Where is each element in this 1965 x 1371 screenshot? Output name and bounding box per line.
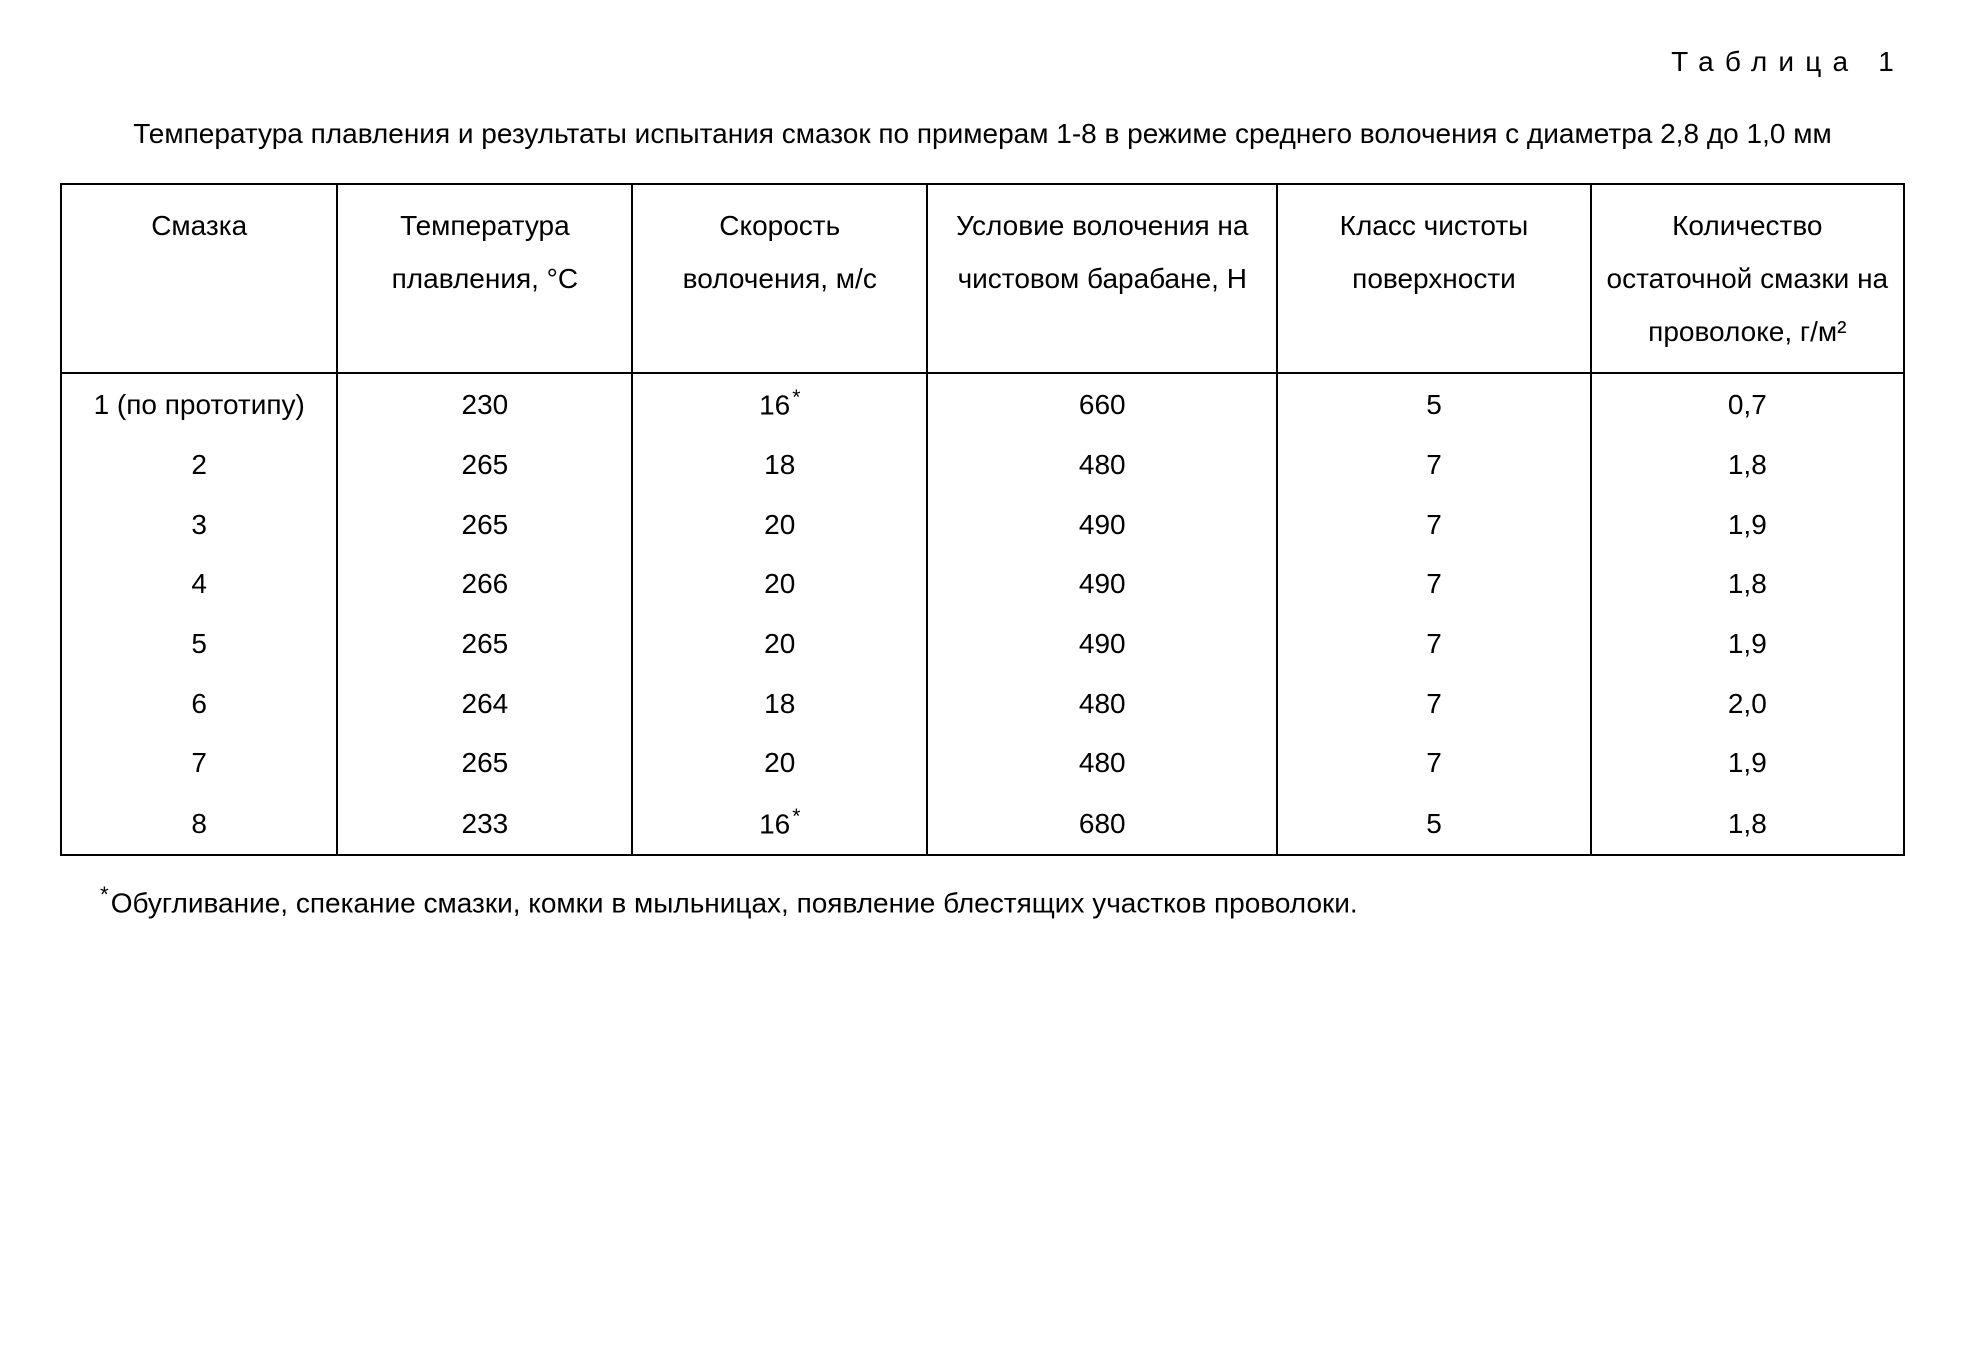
table-cell: 266 xyxy=(337,554,632,614)
table-cell: 233 xyxy=(337,793,632,855)
col-header-2: Скорость волочения, м/с xyxy=(632,184,927,374)
table-row: 32652049071,9 xyxy=(61,495,1904,555)
star-icon: * xyxy=(792,386,800,409)
star-icon: * xyxy=(792,805,800,828)
table-body: 1 (по прототипу)23016*66050,722651848071… xyxy=(61,373,1904,854)
table-cell: 20 xyxy=(632,733,927,793)
table-cell: 1 (по прототипу) xyxy=(61,373,337,435)
table-caption: Температура плавления и результаты испыт… xyxy=(106,113,1859,155)
table-cell: 1,9 xyxy=(1591,614,1904,674)
col-header-4: Класс чистоты поверхности xyxy=(1277,184,1590,374)
data-table: Смазка Температура плавления, °С Скорост… xyxy=(60,183,1905,856)
table-cell: 5 xyxy=(1277,373,1590,435)
table-row: 823316*68051,8 xyxy=(61,793,1904,855)
table-cell: 2,0 xyxy=(1591,674,1904,734)
table-cell: 20 xyxy=(632,495,927,555)
col-header-3: Условие волочения на чистовом барабане, … xyxy=(927,184,1277,374)
table-row: 1 (по прототипу)23016*66050,7 xyxy=(61,373,1904,435)
table-cell: 1,9 xyxy=(1591,733,1904,793)
table-cell: 265 xyxy=(337,733,632,793)
table-cell: 490 xyxy=(927,614,1277,674)
col-header-0: Смазка xyxy=(61,184,337,374)
table-cell: 480 xyxy=(927,435,1277,495)
col-header-5: Количество остаточной смазки на проволок… xyxy=(1591,184,1904,374)
table-cell: 265 xyxy=(337,614,632,674)
table-cell: 660 xyxy=(927,373,1277,435)
col-header-1: Температура плавления, °С xyxy=(337,184,632,374)
table-cell: 264 xyxy=(337,674,632,734)
table-cell: 265 xyxy=(337,435,632,495)
table-cell: 18 xyxy=(632,674,927,734)
table-cell: 1,8 xyxy=(1591,435,1904,495)
table-cell: 1,8 xyxy=(1591,554,1904,614)
table-cell: 7 xyxy=(1277,614,1590,674)
table-cell: 490 xyxy=(927,554,1277,614)
table-cell: 2 xyxy=(61,435,337,495)
table-row: 42662049071,8 xyxy=(61,554,1904,614)
table-cell: 20 xyxy=(632,614,927,674)
table-cell: 16* xyxy=(632,373,927,435)
table-cell: 18 xyxy=(632,435,927,495)
table-cell: 480 xyxy=(927,674,1277,734)
table-number: Таблица 1 xyxy=(60,40,1905,85)
table-cell: 3 xyxy=(61,495,337,555)
table-cell: 7 xyxy=(61,733,337,793)
table-cell: 7 xyxy=(1277,733,1590,793)
table-cell: 7 xyxy=(1277,554,1590,614)
table-cell: 1,9 xyxy=(1591,495,1904,555)
table-cell: 490 xyxy=(927,495,1277,555)
table-cell: 1,8 xyxy=(1591,793,1904,855)
table-cell: 7 xyxy=(1277,435,1590,495)
table-cell: 6 xyxy=(61,674,337,734)
table-head: Смазка Температура плавления, °С Скорост… xyxy=(61,184,1904,374)
table-cell: 4 xyxy=(61,554,337,614)
table-cell: 20 xyxy=(632,554,927,614)
table-cell: 0,7 xyxy=(1591,373,1904,435)
table-cell: 5 xyxy=(1277,793,1590,855)
table-cell: 16* xyxy=(632,793,927,855)
table-cell: 8 xyxy=(61,793,337,855)
table-cell: 7 xyxy=(1277,674,1590,734)
table-cell: 230 xyxy=(337,373,632,435)
table-row: 22651848071,8 xyxy=(61,435,1904,495)
table-row: 52652049071,9 xyxy=(61,614,1904,674)
table-row: 72652048071,9 xyxy=(61,733,1904,793)
table-cell: 680 xyxy=(927,793,1277,855)
table-cell: 5 xyxy=(61,614,337,674)
table-cell: 7 xyxy=(1277,495,1590,555)
table-cell: 265 xyxy=(337,495,632,555)
table-cell: 480 xyxy=(927,733,1277,793)
table-row: 62641848072,0 xyxy=(61,674,1904,734)
footnote-marker: * xyxy=(100,882,109,907)
footnote: *Обугливание, спекание смазки, комки в м… xyxy=(60,878,1905,924)
footnote-text: Обугливание, спекание смазки, комки в мы… xyxy=(111,887,1358,918)
